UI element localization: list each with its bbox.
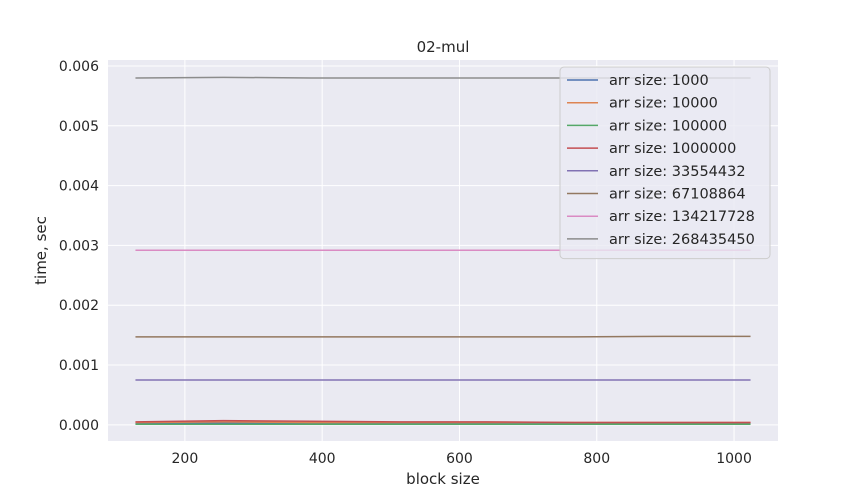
x-axis-ticks: 200 400 600 800 1000 — [172, 451, 752, 467]
legend-label: arr size: 100000 — [609, 118, 727, 134]
y-tick-label: 0.002 — [59, 298, 99, 314]
x-tick-label: 1000 — [716, 451, 752, 467]
y-tick-label: 0.003 — [59, 238, 99, 254]
chart-title: 02-mul — [417, 38, 470, 56]
x-tick-label: 800 — [583, 451, 610, 467]
legend: arr size: 1000 arr size: 10000 arr size: 1… — [559, 66, 771, 260]
legend-label: arr size: 33554432 — [609, 164, 746, 180]
legend-box — [559, 66, 771, 260]
legend-label: arr size: 1000 — [609, 73, 709, 89]
legend-label: arr size: 134217728 — [609, 209, 755, 225]
y-axis-label: time, sec — [32, 216, 50, 285]
x-tick-label: 400 — [309, 451, 336, 467]
y-tick-label: 0.000 — [59, 418, 99, 434]
y-axis-ticks: 0.000 0.001 0.002 0.003 0.004 0.005 0.006 — [59, 59, 99, 434]
x-tick-label: 200 — [172, 451, 199, 467]
y-tick-label: 0.005 — [59, 119, 99, 135]
series-line — [135, 419, 751, 424]
y-tick-label: 0.006 — [59, 59, 99, 75]
series-line — [135, 335, 751, 338]
legend-label: arr size: 1000000 — [609, 141, 736, 157]
legend-label: arr size: 10000 — [609, 96, 718, 112]
legend-label: arr size: 67108864 — [609, 187, 746, 203]
legend-label: arr size: 268435450 — [609, 232, 755, 248]
y-tick-label: 0.001 — [59, 358, 99, 374]
y-tick-label: 0.004 — [59, 179, 99, 195]
x-tick-label: 600 — [446, 451, 473, 467]
x-axis-label: block size — [406, 470, 480, 488]
